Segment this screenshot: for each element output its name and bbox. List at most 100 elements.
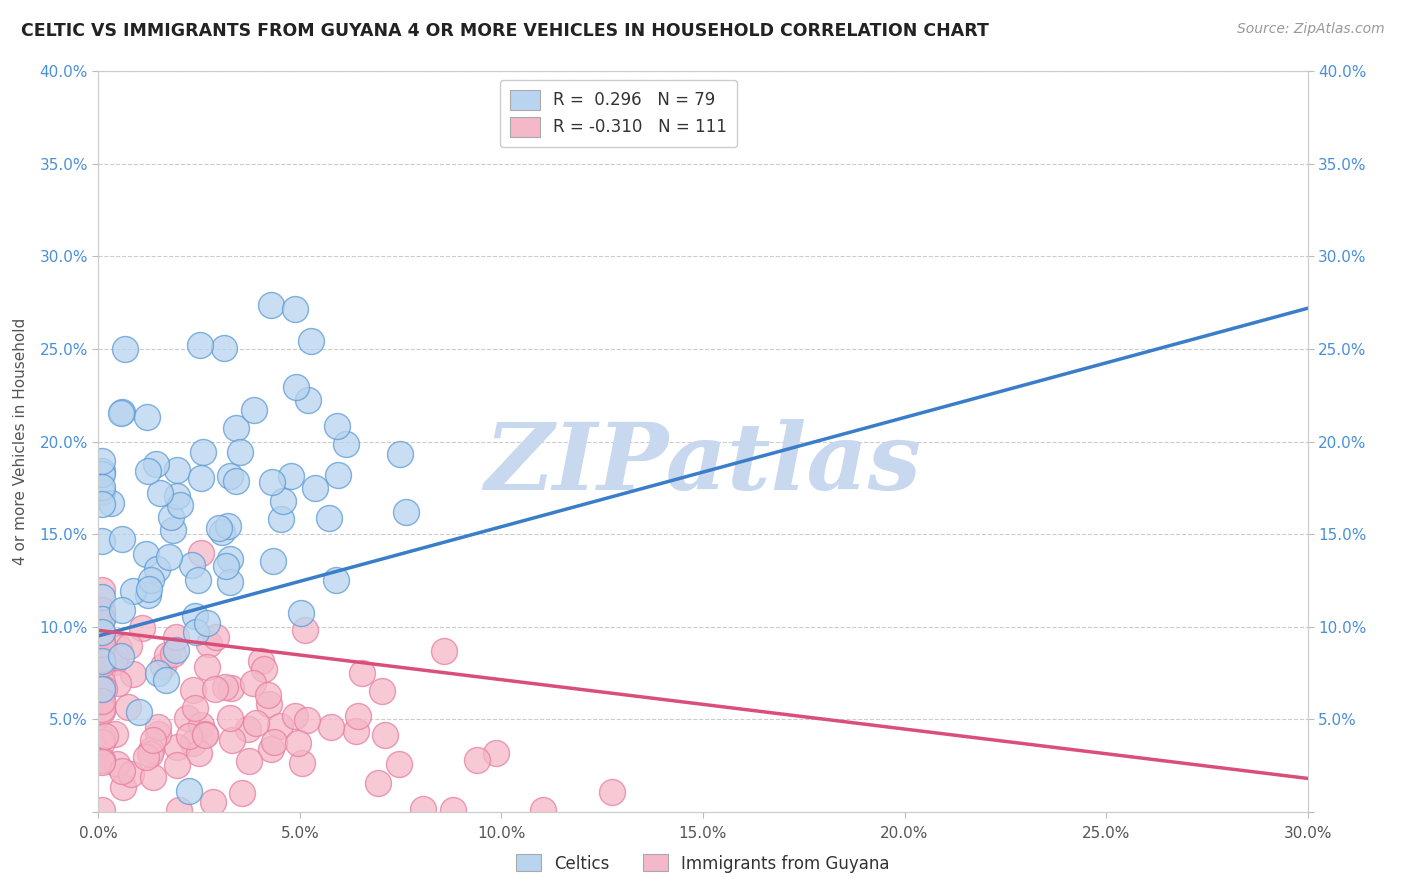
Point bbox=[91, 454, 114, 468]
Point bbox=[131, 621, 153, 635]
Point bbox=[91, 633, 114, 648]
Text: Source: ZipAtlas.com: Source: ZipAtlas.com bbox=[1237, 22, 1385, 37]
Point bbox=[145, 562, 167, 576]
Point bbox=[304, 482, 326, 496]
Point bbox=[91, 650, 114, 665]
Point bbox=[91, 735, 114, 749]
Point bbox=[262, 475, 284, 490]
Point bbox=[138, 582, 160, 596]
Point bbox=[148, 721, 170, 735]
Point bbox=[284, 708, 307, 723]
Point bbox=[91, 497, 114, 511]
Legend: Celtics, Immigrants from Guyana: Celtics, Immigrants from Guyana bbox=[509, 847, 897, 880]
Point bbox=[231, 786, 253, 800]
Point bbox=[207, 521, 229, 535]
Text: CELTIC VS IMMIGRANTS FROM GUYANA 4 OR MORE VEHICLES IN HOUSEHOLD CORRELATION CHA: CELTIC VS IMMIGRANTS FROM GUYANA 4 OR MO… bbox=[21, 22, 988, 40]
Point bbox=[111, 532, 134, 546]
Point bbox=[183, 736, 205, 750]
Point bbox=[111, 764, 134, 779]
Point bbox=[295, 714, 318, 728]
Point bbox=[433, 644, 456, 658]
Point bbox=[271, 493, 294, 508]
Point bbox=[91, 663, 114, 677]
Point bbox=[219, 681, 242, 695]
Point bbox=[91, 662, 114, 676]
Point bbox=[335, 437, 357, 451]
Point bbox=[183, 700, 205, 714]
Point bbox=[395, 505, 418, 519]
Point bbox=[148, 665, 170, 680]
Point bbox=[328, 468, 350, 483]
Point bbox=[169, 803, 191, 817]
Point bbox=[91, 676, 114, 690]
Point bbox=[238, 754, 260, 768]
Text: ZIPatlas: ZIPatlas bbox=[485, 418, 921, 508]
Point bbox=[190, 471, 212, 485]
Point bbox=[243, 402, 266, 417]
Point bbox=[91, 753, 114, 767]
Point bbox=[294, 623, 316, 637]
Point bbox=[290, 606, 312, 620]
Point bbox=[412, 802, 434, 816]
Point bbox=[91, 603, 114, 617]
Point bbox=[128, 705, 150, 719]
Point bbox=[280, 468, 302, 483]
Point bbox=[194, 727, 217, 741]
Point bbox=[181, 558, 204, 573]
Point bbox=[91, 612, 114, 626]
Point bbox=[166, 739, 188, 754]
Point bbox=[122, 583, 145, 598]
Point bbox=[198, 637, 221, 651]
Point bbox=[259, 298, 281, 312]
Point bbox=[257, 697, 280, 711]
Point bbox=[159, 510, 181, 524]
Point bbox=[162, 523, 184, 537]
Point bbox=[344, 723, 367, 738]
Point bbox=[299, 334, 322, 348]
Point bbox=[194, 728, 217, 742]
Point bbox=[165, 642, 187, 657]
Point bbox=[184, 624, 207, 639]
Point bbox=[156, 648, 179, 662]
Point bbox=[485, 746, 508, 760]
Point bbox=[135, 547, 157, 561]
Point bbox=[215, 558, 238, 573]
Point bbox=[225, 474, 247, 488]
Point bbox=[105, 756, 128, 771]
Point bbox=[287, 736, 309, 750]
Point bbox=[166, 630, 188, 644]
Point bbox=[114, 342, 136, 356]
Point bbox=[121, 667, 143, 681]
Point bbox=[110, 648, 132, 663]
Point bbox=[91, 582, 114, 597]
Point bbox=[111, 603, 134, 617]
Point bbox=[166, 489, 188, 503]
Point bbox=[531, 803, 554, 817]
Point bbox=[91, 695, 114, 709]
Point bbox=[91, 702, 114, 716]
Point bbox=[91, 650, 114, 665]
Point bbox=[91, 464, 114, 478]
Point bbox=[219, 711, 242, 725]
Point bbox=[205, 630, 228, 644]
Point bbox=[91, 611, 114, 625]
Point bbox=[91, 704, 114, 718]
Point bbox=[91, 534, 114, 549]
Point bbox=[346, 708, 368, 723]
Point bbox=[176, 711, 198, 725]
Point bbox=[374, 728, 396, 742]
Point bbox=[225, 421, 247, 435]
Point bbox=[219, 552, 242, 566]
Point bbox=[166, 463, 188, 477]
Point bbox=[217, 518, 239, 533]
Point bbox=[111, 405, 134, 419]
Point bbox=[108, 640, 131, 655]
Point bbox=[138, 747, 160, 761]
Point bbox=[260, 742, 283, 756]
Point bbox=[155, 673, 177, 687]
Point bbox=[214, 680, 236, 694]
Point bbox=[136, 588, 159, 602]
Y-axis label: 4 or more Vehicles in Household: 4 or more Vehicles in Household bbox=[14, 318, 28, 566]
Point bbox=[91, 624, 114, 639]
Point bbox=[195, 615, 218, 630]
